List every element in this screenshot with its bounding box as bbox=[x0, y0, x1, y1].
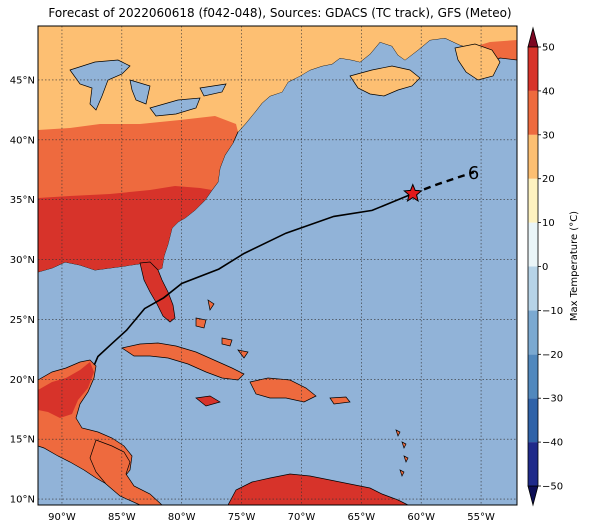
land-puerto-rico bbox=[329, 396, 351, 405]
land-caribbean bbox=[121, 299, 409, 505]
map-area[interactable]: 6 bbox=[38, 26, 517, 505]
land-yucatan bbox=[38, 362, 94, 418]
colorbar-extend-high bbox=[527, 26, 539, 48]
longitude-tick-label: 65°W bbox=[348, 512, 376, 523]
colorbar-tick-label: 30 bbox=[542, 130, 555, 141]
colorbar-tick-label: −50 bbox=[542, 482, 563, 493]
storm-forecast-symbol: 6 bbox=[468, 163, 479, 184]
land-south-america bbox=[227, 473, 409, 505]
colorbar-segment bbox=[528, 178, 538, 223]
colorbar-label: Max Temperature (°C) bbox=[569, 211, 580, 321]
colorbar-tick-label: 10 bbox=[542, 218, 555, 229]
graticule bbox=[38, 26, 517, 505]
longitude-tick-label: 60°W bbox=[407, 512, 435, 523]
longitude-tick-label: 85°W bbox=[108, 512, 136, 523]
land-lesser-antilles bbox=[395, 429, 409, 477]
colorbar-segment bbox=[528, 266, 538, 311]
colorbar-segment bbox=[528, 310, 538, 355]
latitude-tick-label: 35°N bbox=[10, 195, 35, 206]
land-bahamas bbox=[195, 299, 249, 359]
colorbar-tick-label: −40 bbox=[542, 438, 563, 449]
colorbar-tick-label: 40 bbox=[542, 86, 555, 97]
map-frame bbox=[37, 25, 518, 506]
land-central-america bbox=[38, 359, 163, 505]
latitude-tick-label: 20°N bbox=[10, 375, 35, 386]
longitude-tick-label: 55°W bbox=[467, 512, 495, 523]
land-cuba bbox=[121, 342, 245, 381]
longitude-tick-label: 70°W bbox=[288, 512, 316, 523]
latitude-tick-label: 15°N bbox=[10, 435, 35, 446]
land-hispaniola bbox=[249, 377, 317, 403]
land-north-america bbox=[38, 26, 517, 323]
colorbar-tick-label: −10 bbox=[542, 306, 563, 317]
land-us-southeast bbox=[38, 186, 212, 272]
great-lakes bbox=[69, 59, 227, 117]
latitude-tick-labels: 45°N 40°N 35°N 30°N 25°N 20°N 15°N 10°N bbox=[10, 75, 35, 505]
colorbar-tick-label: 50 bbox=[542, 43, 555, 54]
colorbar-segment bbox=[528, 90, 538, 135]
latitude-tick-label: 10°N bbox=[10, 495, 35, 506]
latitude-tick-label: 25°N bbox=[10, 315, 35, 326]
land-central-america-south bbox=[89, 439, 163, 505]
colorbar-segment bbox=[528, 398, 538, 443]
colorbar-tick-label: −30 bbox=[542, 394, 563, 405]
land-maritimes bbox=[349, 65, 421, 97]
temperature-colorbar: −50 −40 −30 −20 −10 0 10 20 30 40 50 bbox=[527, 26, 563, 507]
colorbar-segment bbox=[528, 134, 538, 179]
colorbar-tick-label: 0 bbox=[542, 262, 548, 273]
colorbar-segment bbox=[528, 222, 538, 267]
tc-track-observed[interactable] bbox=[93, 192, 414, 366]
map-title: Forecast of 2022060618 (f042-048), Sourc… bbox=[48, 6, 512, 20]
colorbar-segment bbox=[528, 47, 538, 91]
longitude-tick-label: 90°W bbox=[48, 512, 76, 523]
longitude-tick-label: 75°W bbox=[228, 512, 256, 523]
colorbar-segment bbox=[528, 442, 538, 486]
land-jamaica bbox=[195, 395, 221, 407]
land-florida bbox=[139, 261, 176, 323]
longitude-tick-labels: 90°W 85°W 80°W 75°W 70°W 65°W 60°W 55°W bbox=[48, 512, 495, 523]
colorbar-tick-label: 20 bbox=[542, 174, 555, 185]
colorbar-segment bbox=[528, 354, 538, 399]
longitude-tick-label: 80°W bbox=[168, 512, 196, 523]
latitude-tick-label: 40°N bbox=[10, 135, 35, 146]
colorbar-tick-label: −20 bbox=[542, 350, 563, 361]
tc-track-forecast[interactable] bbox=[412, 170, 475, 195]
colorbar-extend-low bbox=[527, 485, 539, 507]
storm-position-star[interactable] bbox=[403, 183, 423, 202]
latitude-tick-label: 30°N bbox=[10, 255, 35, 266]
land-newfoundland bbox=[454, 43, 501, 81]
latitude-tick-label: 45°N bbox=[10, 75, 35, 86]
